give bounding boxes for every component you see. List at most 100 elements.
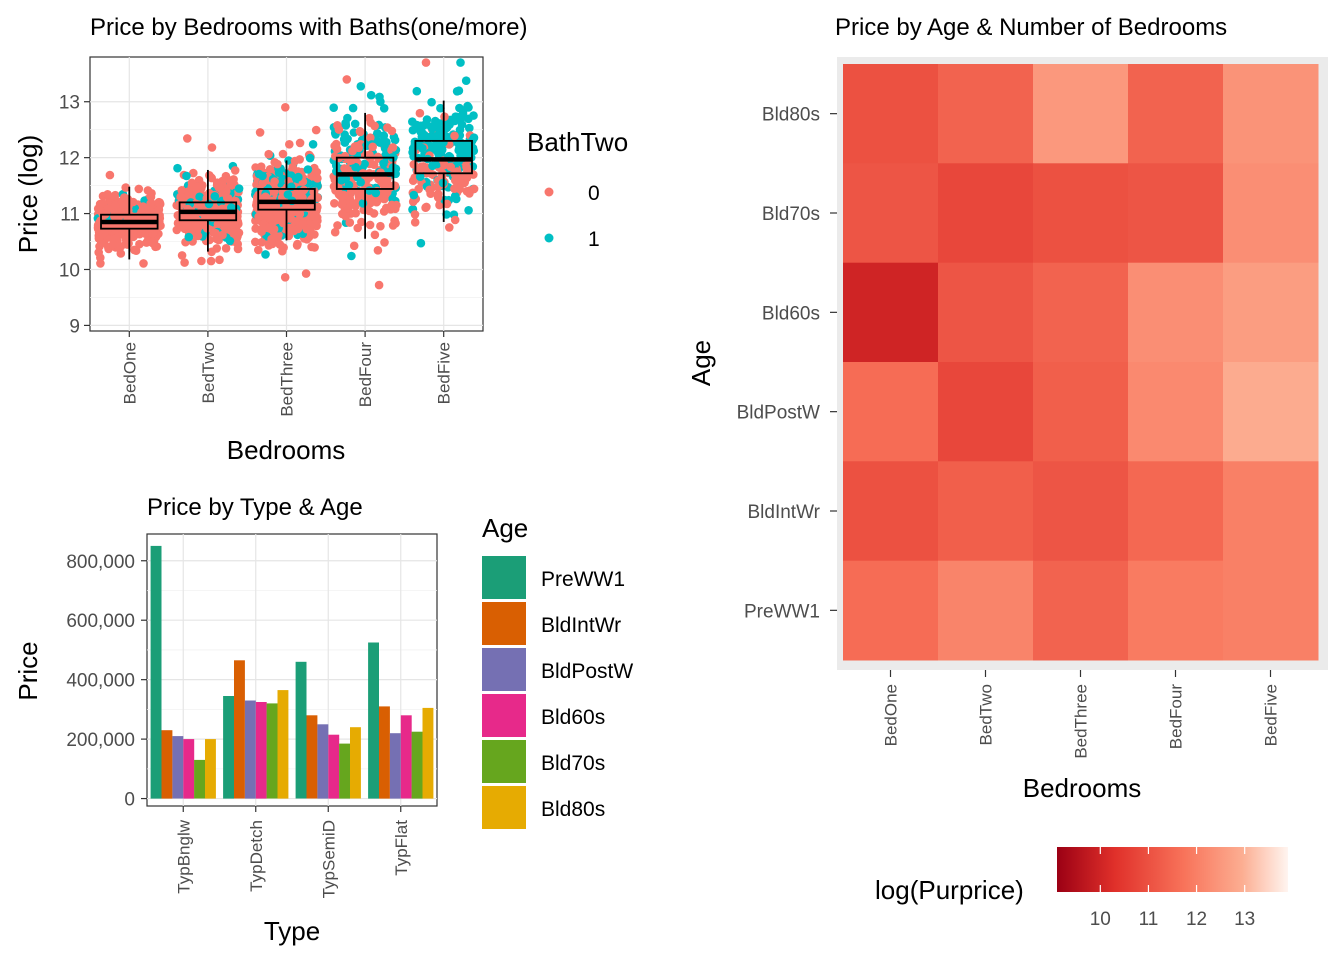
data-point	[192, 182, 202, 191]
x-tick-label: TypFlat	[392, 820, 411, 876]
x-tick-label: BedOne	[120, 342, 139, 404]
boxplot-points	[93, 58, 479, 290]
data-point	[211, 228, 220, 238]
y-tick-label: 13	[59, 93, 80, 114]
boxplot-x-ticks: BedOne BedTwo BedThree BedFour BedFive	[120, 331, 454, 417]
data-point	[176, 192, 185, 202]
barchart-bars	[150, 545, 434, 799]
data-point	[222, 174, 232, 183]
y-tick-label: PreWW1	[744, 601, 820, 622]
data-point	[116, 249, 126, 258]
colorbar-ticks: 10 11 12 13	[1090, 847, 1255, 930]
y-tick-label: BldPostW	[737, 403, 820, 424]
data-point	[108, 240, 118, 249]
heatmap-cell-BldIntWr-BedFour	[1128, 461, 1224, 562]
data-point	[426, 132, 435, 142]
legend-swatch-PreWW1	[482, 556, 526, 599]
data-point	[421, 58, 431, 67]
bar-Bld80s-TypFlat	[422, 707, 434, 799]
x-tick-label: BedFive	[435, 342, 454, 404]
data-point	[286, 214, 296, 223]
bar-BldIntWr-TypFlat	[379, 706, 390, 799]
x-tick-label: BedThree	[1072, 684, 1091, 759]
heatmap-title: Price by Age & Number of Bedrooms	[835, 14, 1227, 41]
data-point	[311, 125, 321, 135]
data-point	[253, 245, 263, 255]
data-point	[366, 90, 376, 100]
box-BedFour	[335, 112, 395, 239]
data-point	[110, 208, 119, 218]
box-BedOne	[100, 186, 159, 260]
data-point	[369, 160, 379, 169]
heatmap-cell-Bld70s-BedOne	[843, 163, 939, 264]
data-point	[375, 92, 384, 102]
legend-label-bathtwo-1: 1	[588, 228, 600, 251]
data-point	[151, 242, 160, 252]
data-point	[207, 143, 217, 152]
data-point	[215, 255, 224, 265]
data-point	[121, 235, 131, 244]
data-point	[234, 184, 244, 193]
data-point	[184, 232, 194, 242]
data-point	[288, 162, 298, 172]
bar-Bld70s-TypBnglw	[194, 759, 205, 799]
bar-BldPostW-TypDetch	[244, 700, 256, 799]
y-tick-label: 0	[124, 790, 135, 811]
data-point	[340, 164, 349, 173]
heatmap-cell-Bld80s-BedOne	[843, 64, 939, 164]
barchart-x-ticks: TypBnglw TypDetch TypSemiD TypFlat	[174, 806, 411, 898]
data-point	[265, 165, 275, 174]
boxplot-legend-title: BathTwo	[527, 127, 628, 157]
legend-swatch-BldIntWr	[482, 602, 526, 645]
box-BedThree	[257, 160, 316, 241]
box-iqr	[257, 188, 316, 211]
data-point	[138, 202, 148, 211]
bar-BldPostW-TypSemiD	[317, 724, 329, 799]
data-point	[379, 207, 389, 216]
data-point	[379, 138, 388, 147]
bar-Bld60s-TypSemiD	[328, 734, 340, 799]
data-point	[469, 111, 478, 120]
data-point	[353, 223, 363, 233]
data-point	[349, 241, 359, 251]
data-point	[220, 221, 229, 230]
data-point	[183, 219, 192, 229]
barchart-y-ticks: 0 200,000 400,000 600,000 800,000	[66, 552, 147, 811]
barchart-x-axis-title: Type	[264, 916, 320, 946]
data-point	[390, 135, 400, 145]
legend-swatch-bathtwo-0	[544, 187, 554, 197]
y-tick-label: Bld70s	[762, 204, 820, 225]
bar-Bld80s-TypSemiD	[350, 727, 361, 799]
data-point	[223, 214, 232, 224]
data-point	[432, 142, 442, 151]
data-point	[105, 170, 115, 180]
data-point	[339, 190, 349, 200]
barchart-y-axis-title: Price	[13, 641, 43, 700]
data-point	[330, 199, 339, 208]
data-point	[379, 159, 388, 168]
legend-swatch-BldPostW	[482, 648, 526, 691]
heatmap-cell-BldPostW-BedThree	[1033, 362, 1129, 462]
x-tick-label: TypBnglw	[174, 819, 193, 893]
box-BedTwo	[178, 169, 238, 252]
data-point	[422, 202, 431, 212]
data-point	[295, 138, 305, 148]
heatmap-cell-Bld80s-BedFive	[1223, 64, 1319, 164]
data-point	[445, 120, 454, 129]
heatmap-cell-Bld80s-BedTwo	[938, 64, 1034, 164]
data-point	[334, 125, 344, 134]
bar-PreWW1-TypBnglw	[150, 545, 162, 799]
data-point	[370, 230, 380, 240]
data-point	[258, 224, 267, 233]
heatmap-cell-Bld70s-BedTwo	[938, 163, 1034, 264]
data-point	[366, 133, 375, 142]
data-point	[379, 104, 389, 113]
bar-Bld70s-TypFlat	[411, 731, 423, 799]
y-tick-label: 11	[60, 205, 80, 226]
legend-label-BldPostW: BldPostW	[541, 660, 633, 683]
heatmap-x-axis-title: Bedrooms	[1023, 773, 1142, 803]
y-tick-label: 12	[59, 149, 80, 170]
data-point	[450, 184, 459, 193]
data-point	[416, 238, 426, 248]
heatmap-cell-Bld60s-BedFive	[1223, 262, 1319, 363]
